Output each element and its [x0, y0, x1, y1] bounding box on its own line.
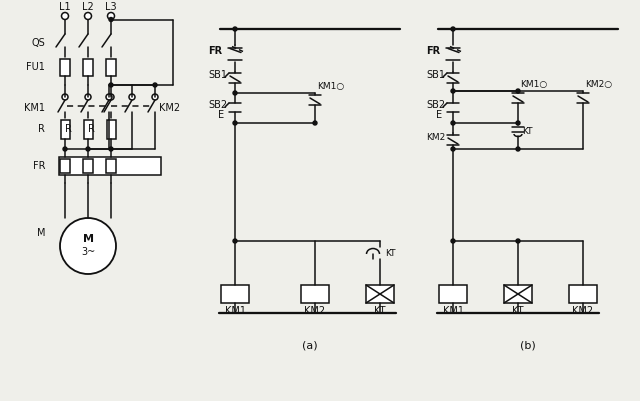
Circle shape — [63, 147, 67, 151]
Text: KM2: KM2 — [305, 306, 326, 316]
Text: FR: FR — [426, 45, 440, 55]
Text: E: E — [436, 110, 442, 120]
Text: KM2: KM2 — [159, 103, 180, 113]
Circle shape — [86, 147, 90, 151]
Text: L2: L2 — [82, 2, 94, 12]
Bar — [569, 285, 597, 303]
Circle shape — [516, 89, 520, 93]
Text: KT: KT — [522, 126, 532, 136]
Circle shape — [451, 121, 455, 125]
Bar — [106, 59, 116, 76]
Text: FR: FR — [208, 45, 222, 55]
Circle shape — [451, 89, 455, 93]
Circle shape — [233, 121, 237, 125]
Circle shape — [85, 94, 91, 100]
Bar — [83, 120, 93, 139]
Bar — [366, 285, 394, 303]
Bar — [221, 285, 249, 303]
Bar — [504, 285, 532, 303]
Bar — [60, 159, 70, 173]
Text: FU1: FU1 — [26, 62, 45, 72]
Circle shape — [451, 239, 455, 243]
Text: SB2: SB2 — [426, 100, 445, 110]
Bar — [83, 59, 93, 76]
Text: M: M — [83, 234, 93, 244]
Text: M: M — [36, 228, 45, 238]
Text: KT: KT — [512, 306, 524, 316]
Bar — [439, 285, 467, 303]
Text: L1: L1 — [59, 2, 71, 12]
Circle shape — [451, 27, 455, 31]
Text: KM1: KM1 — [442, 306, 463, 316]
Text: KT: KT — [374, 306, 386, 316]
Text: KT: KT — [385, 249, 396, 257]
Text: (a): (a) — [302, 341, 318, 351]
Text: KM1○: KM1○ — [520, 81, 547, 89]
Circle shape — [129, 94, 135, 100]
Text: SB1: SB1 — [426, 70, 445, 80]
Bar — [106, 159, 116, 173]
Circle shape — [516, 239, 520, 243]
Circle shape — [109, 83, 113, 87]
Circle shape — [84, 12, 92, 20]
Text: L3: L3 — [105, 2, 117, 12]
Text: KM1: KM1 — [225, 306, 246, 316]
Circle shape — [153, 83, 157, 87]
Bar — [83, 159, 93, 173]
Text: FR: FR — [33, 161, 45, 171]
Circle shape — [516, 121, 520, 125]
Text: KM2: KM2 — [572, 306, 593, 316]
Text: SB1: SB1 — [208, 70, 227, 80]
Text: KM1: KM1 — [24, 103, 45, 113]
Circle shape — [233, 27, 237, 31]
Circle shape — [313, 121, 317, 125]
Text: 3~: 3~ — [81, 247, 95, 257]
Bar — [59, 157, 161, 175]
Circle shape — [233, 239, 237, 243]
Circle shape — [109, 147, 113, 151]
Circle shape — [106, 94, 112, 100]
Text: R: R — [38, 124, 45, 134]
Text: SB2: SB2 — [208, 100, 227, 110]
Circle shape — [516, 147, 520, 151]
Circle shape — [61, 12, 68, 20]
Text: E: E — [218, 110, 224, 120]
Bar — [106, 120, 115, 139]
Text: QS: QS — [31, 38, 45, 48]
Bar — [61, 120, 70, 139]
Bar — [301, 285, 329, 303]
Text: KM2○: KM2○ — [585, 81, 612, 89]
Text: R: R — [88, 124, 95, 134]
Circle shape — [233, 91, 237, 95]
Circle shape — [109, 18, 113, 22]
Bar — [60, 59, 70, 76]
Text: KM1○: KM1○ — [317, 83, 344, 91]
Text: KM2: KM2 — [426, 134, 445, 142]
Text: (b): (b) — [520, 341, 536, 351]
Circle shape — [60, 218, 116, 274]
Circle shape — [152, 94, 158, 100]
Text: R: R — [65, 124, 72, 134]
Circle shape — [62, 94, 68, 100]
Circle shape — [451, 147, 455, 151]
Circle shape — [108, 94, 114, 100]
Circle shape — [108, 12, 115, 20]
